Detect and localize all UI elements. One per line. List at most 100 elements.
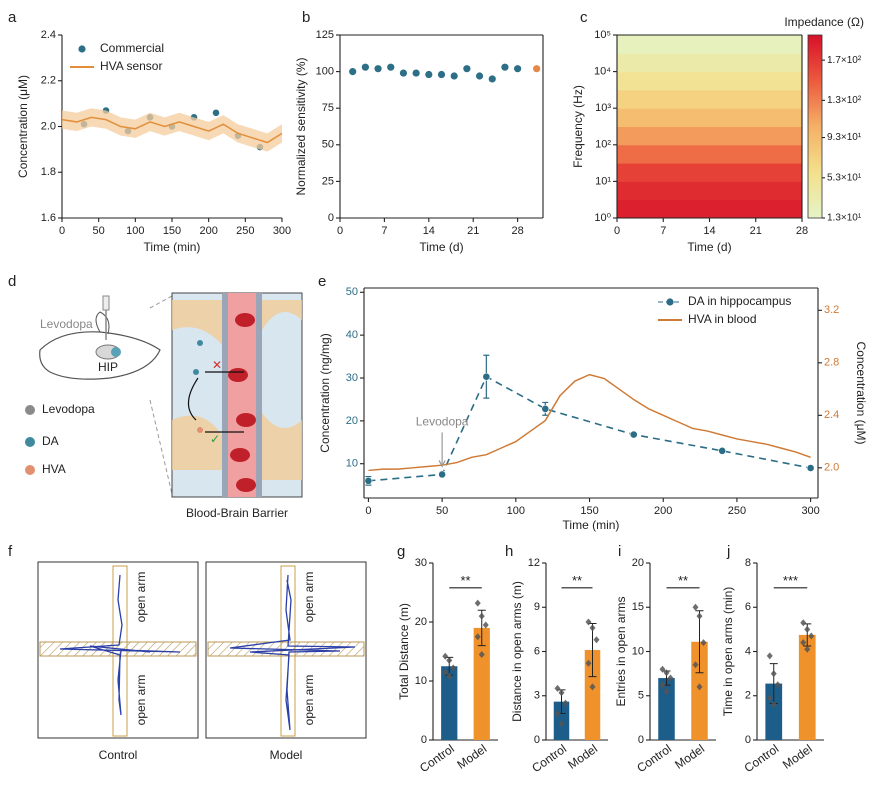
legend-label: Levodopa (42, 402, 95, 416)
x-tick-label: 50 (93, 225, 105, 237)
point (629, 430, 638, 439)
point (374, 65, 382, 73)
point (475, 72, 484, 80)
y-tick-label: 50 (346, 286, 358, 298)
y-tick-label: 125 (316, 29, 334, 41)
data-point (442, 652, 449, 660)
y-axis-label: Time in open arms (min) (721, 587, 735, 717)
point (482, 372, 491, 381)
panel-d: d Levodopa HIP Levodopa DA HVA ✕ ✓ Blood… (8, 273, 303, 520)
data-point (554, 709, 561, 717)
point (514, 65, 522, 73)
x-tick-label: 150 (163, 225, 181, 237)
point (361, 63, 369, 71)
bar (658, 678, 675, 740)
colorbar-tick-label: 1.7×10² (827, 55, 862, 66)
point (450, 72, 458, 80)
hip-region (111, 347, 121, 357)
data-point (593, 636, 600, 644)
y-tick-label: 2.0 (41, 120, 56, 132)
x-tick-label: Model (672, 742, 707, 772)
point (349, 68, 357, 76)
mouse-head (39, 331, 161, 380)
legend-label: DA (42, 434, 59, 448)
x-tick-label: 7 (381, 225, 387, 237)
data-point (585, 618, 592, 626)
legend-label: HVA in blood (688, 312, 757, 326)
panel-letter: h (505, 543, 513, 560)
label: HIP (98, 360, 118, 374)
red-cell (236, 413, 256, 427)
x-tick-label: 100 (507, 505, 525, 517)
panel-letter: a (8, 9, 17, 26)
colorbar-tick-label: 5.3×10¹ (827, 172, 862, 183)
y-tick-label: 100 (316, 66, 334, 78)
heat-cell (617, 181, 802, 201)
x-axis-label: Time (min) (563, 518, 620, 532)
endothelium (256, 293, 262, 497)
x-axis-label: Time (min) (144, 240, 201, 254)
x-tick-label: 28 (796, 225, 808, 237)
data-point (450, 664, 457, 672)
x-tick-label: 200 (199, 225, 217, 237)
x-tick-label: Model (454, 742, 489, 772)
point (399, 69, 408, 77)
y-axis-label: Entries in open arms (614, 596, 628, 706)
y-tick-label: 0 (638, 734, 644, 746)
point (425, 70, 433, 79)
data-point (446, 672, 453, 680)
y-tick-label: 75 (322, 102, 334, 114)
data-point (692, 603, 699, 611)
point (501, 63, 509, 71)
significance: ** (460, 573, 470, 588)
data-point (766, 652, 773, 660)
block-mark: ✕ (212, 358, 222, 372)
y-axis-label: Concentration (μM) (16, 75, 30, 178)
point (541, 404, 550, 413)
hva-dot (197, 427, 203, 433)
x-tick-label: 200 (654, 505, 672, 517)
x-tick-label: 14 (423, 225, 435, 237)
data-point (659, 681, 666, 689)
red-cell (236, 478, 256, 492)
legend-dot (25, 465, 35, 475)
heat-cell (617, 108, 802, 128)
vessel (222, 293, 262, 497)
x-tick-label: 0 (365, 505, 371, 517)
data-point (774, 681, 781, 689)
data-point (474, 633, 481, 641)
legend-dot (25, 405, 35, 415)
data-point (663, 669, 670, 677)
caption: Model (270, 748, 303, 762)
legend-label: HVA sensor (100, 59, 162, 73)
y-tick-label: 15 (632, 601, 644, 613)
series-line (61, 116, 283, 144)
y-tick-label: 2.2 (41, 75, 56, 87)
bar (798, 634, 816, 740)
y-tick-label: 8 (745, 557, 751, 569)
y-tick-label: 30 (346, 372, 358, 384)
x-tick-label: 250 (728, 505, 746, 517)
da-dot (197, 340, 203, 346)
trajectory (59, 574, 181, 716)
x-tick-label: Model (565, 742, 600, 772)
data-point (770, 670, 777, 678)
x-tick-label: Control (417, 742, 457, 776)
heat-cell (617, 163, 802, 182)
point (387, 63, 395, 71)
point (533, 65, 541, 73)
x-tick-label: 28 (512, 225, 524, 237)
y-tick-label: 4 (745, 645, 751, 657)
point (488, 75, 496, 83)
panel-letter: i (618, 543, 621, 560)
legend-dot (25, 437, 35, 447)
y-tick-label: 2.4 (41, 29, 56, 41)
significance: *** (783, 573, 798, 588)
colorbar (807, 34, 823, 219)
pass-mark: ✓ (210, 432, 220, 446)
red-cell (230, 448, 250, 462)
point (412, 69, 420, 77)
x-tick-label: 14 (703, 225, 715, 237)
legend-label: DA in hippocampus (688, 294, 791, 308)
x-tick-label: 21 (467, 225, 479, 237)
